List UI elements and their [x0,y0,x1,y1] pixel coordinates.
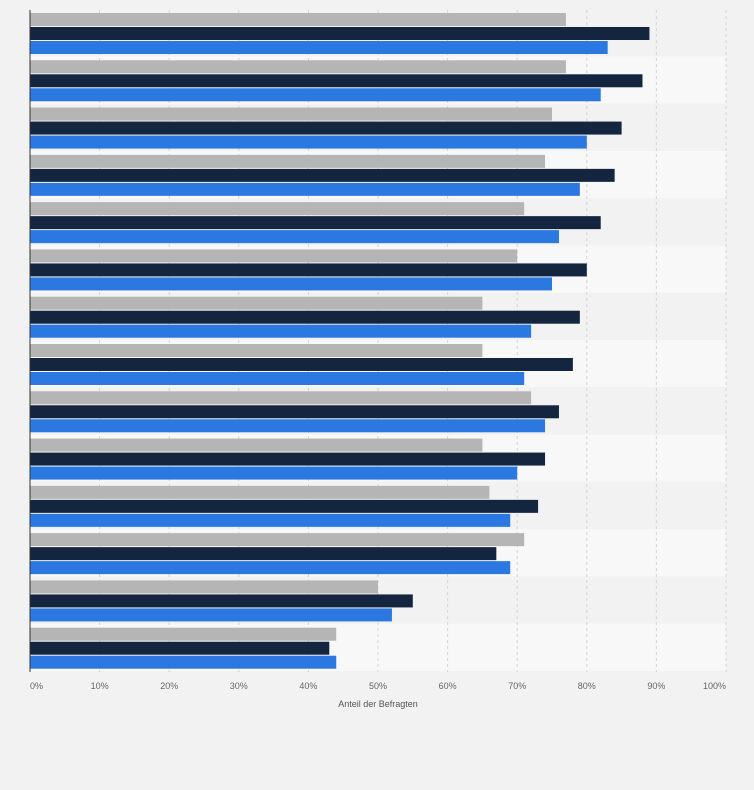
bar-series-gray [30,344,483,357]
bar-series-navy [30,547,497,561]
x-tick-label: 90% [647,681,665,691]
bar-series-blue [30,608,392,622]
bar-series-gray [30,202,525,216]
bar-series-gray [30,438,483,452]
bar-series-navy [30,641,330,655]
bar-series-navy [30,74,643,88]
bar-series-navy [30,405,559,419]
bar-series-gray [30,391,532,405]
bar-series-navy [30,121,622,135]
x-tick-label: 80% [578,681,596,691]
bar-series-blue [30,277,552,291]
bar-series-blue [30,88,601,102]
bar-series-blue [30,230,559,244]
bar-series-blue [30,372,525,385]
x-tick-label: 10% [91,681,109,691]
bar-series-blue [30,419,546,433]
bar-series-gray [30,533,525,547]
bar-series-gray [30,627,337,641]
bars [30,13,650,669]
bar-series-navy [30,216,601,230]
x-tick-label: 60% [439,681,457,691]
bar-series-navy [30,168,615,182]
bar-series-blue [30,561,511,575]
bar-series-blue [30,324,532,338]
bar-series-navy [30,358,573,371]
bar-series-blue [30,135,587,149]
x-tick-label: 40% [299,681,317,691]
bar-series-gray [30,60,566,74]
x-tick-label: 100% [703,681,726,691]
bar-series-gray [30,13,566,26]
bar-series-navy [30,499,539,513]
bar-series-gray [30,107,552,121]
x-tick-label: 50% [369,681,387,691]
bar-series-blue [30,41,608,54]
x-tick-label: 70% [508,681,526,691]
x-tick-label: 30% [230,681,248,691]
bar-series-navy [30,594,413,608]
bar-series-navy [30,263,587,277]
x-axis-title: Anteil der Befragten [338,699,418,709]
bar-series-gray [30,296,483,310]
bar-series-gray [30,485,490,499]
bar-series-blue [30,466,518,480]
x-tick-label: 20% [160,681,178,691]
bar-series-blue [30,655,337,669]
bar-series-blue [30,513,511,527]
bar-series-blue [30,182,580,196]
bar-series-navy [30,452,546,466]
bar-series-navy [30,27,650,40]
x-tick-label: 0% [30,681,43,691]
bar-series-gray [30,154,546,168]
bar-series-navy [30,310,580,324]
x-axis: 0% 10% 20% 30% 40% 50% 60% 70% 80% 90% 100% [29,10,726,691]
bar-series-gray [30,249,518,263]
bar-series-gray [30,580,378,594]
